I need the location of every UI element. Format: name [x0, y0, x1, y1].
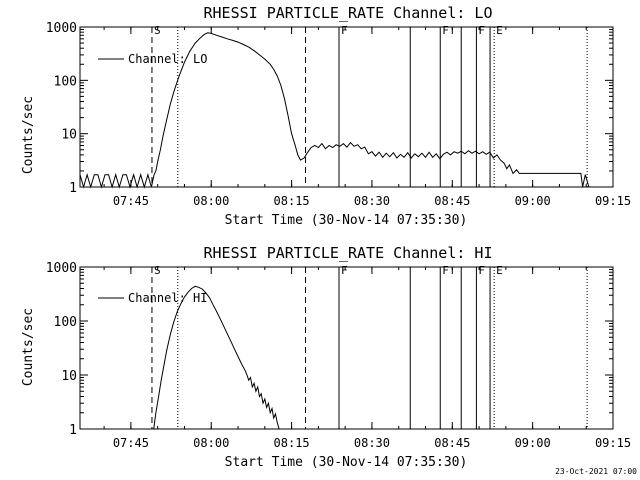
x-tick-label: 08:45 — [434, 436, 470, 450]
marker-label: F — [341, 264, 348, 277]
x-tick-label: 09:00 — [515, 436, 551, 450]
marker-label: F — [442, 264, 449, 277]
marker-label: F — [478, 24, 485, 37]
x-tick-label: 09:15 — [595, 436, 631, 450]
plot-frame — [79, 266, 614, 430]
series-layer — [153, 285, 280, 430]
x-axis-label: Start Time (30-Nov-14 07:35:30) — [225, 455, 468, 470]
marker-label: S — [154, 264, 161, 277]
plot-frame — [79, 26, 614, 188]
legend-label: Channel: LO — [128, 52, 207, 66]
y-axis-label: Counts/sec — [21, 96, 36, 174]
series-line — [153, 285, 280, 430]
legend: Channel: LO — [98, 52, 207, 66]
marker-label: F — [478, 264, 485, 277]
x-tick-label: 08:15 — [274, 436, 310, 450]
series-line — [79, 32, 590, 189]
x-tick-label: 08:00 — [193, 194, 229, 208]
chart-panel-hi: RHESSI PARTICLE_RATE Channel: HI Counts/… — [21, 244, 631, 470]
y-axis: 1 10 100 1000 — [46, 261, 613, 438]
legend: Channel: HI — [98, 291, 207, 305]
x-tick-label: 07:45 — [113, 194, 149, 208]
x-tick-label: 08:15 — [274, 194, 310, 208]
y-tick-label: 10 — [61, 128, 77, 143]
x-tick-label: 07:45 — [113, 436, 149, 450]
legend-label: Channel: HI — [128, 291, 207, 305]
series-layer — [79, 32, 590, 189]
x-tick-label: 09:00 — [515, 194, 551, 208]
y-tick-label: 1 — [69, 181, 77, 196]
y-axis: 1 10 100 1000 — [46, 21, 613, 196]
x-axis: 07:45 08:00 08:15 08:30 08:45 09:00 09:15 — [103, 27, 631, 208]
y-axis-label: Counts/sec — [21, 308, 36, 386]
y-tick-label: 1000 — [46, 21, 77, 36]
x-tick-label: 08:30 — [354, 436, 390, 450]
x-tick-label: 08:00 — [193, 436, 229, 450]
marker-label: E — [496, 24, 503, 37]
y-tick-label: 1000 — [46, 261, 77, 276]
y-tick-label: 100 — [54, 315, 77, 330]
x-tick-label: 09:15 — [595, 194, 631, 208]
generation-timestamp: 23-Oct-2021 07:00 — [555, 467, 637, 476]
chart-title: RHESSI PARTICLE_RATE Channel: LO — [204, 4, 493, 22]
y-tick-label: 10 — [61, 369, 77, 384]
x-axis-label: Start Time (30-Nov-14 07:35:30) — [225, 213, 468, 228]
marker-label: S — [154, 24, 161, 37]
chart-panel-lo: RHESSI PARTICLE_RATE Channel: LO Counts/… — [21, 4, 631, 228]
marker-label: F — [442, 24, 449, 37]
x-tick-label: 08:45 — [434, 194, 470, 208]
y-tick-label: 1 — [69, 423, 77, 438]
marker-label: E — [496, 264, 503, 277]
marker-label: F — [341, 24, 348, 37]
chart-title: RHESSI PARTICLE_RATE Channel: HI — [204, 244, 493, 262]
x-axis: 07:45 08:00 08:15 08:30 08:45 09:00 09:15 — [103, 267, 631, 450]
x-tick-label: 08:30 — [354, 194, 390, 208]
y-tick-label: 100 — [54, 74, 77, 89]
